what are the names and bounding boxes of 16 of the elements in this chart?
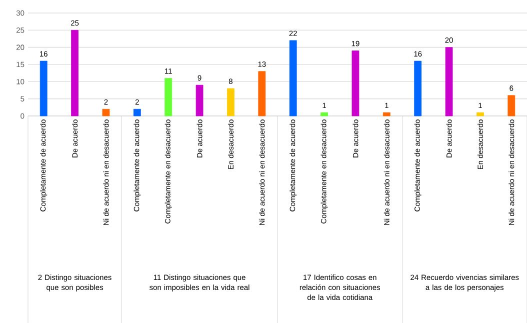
bar	[196, 84, 204, 116]
bar	[414, 60, 422, 116]
bar	[133, 108, 141, 116]
bar	[164, 78, 172, 116]
bar	[227, 88, 234, 116]
bar	[289, 40, 297, 116]
bar	[258, 71, 266, 116]
bar	[40, 60, 48, 116]
bar	[320, 112, 328, 116]
bar	[508, 95, 516, 116]
bar	[476, 112, 484, 116]
bar	[445, 47, 453, 116]
bar	[352, 50, 360, 116]
bar	[102, 108, 110, 116]
bar	[71, 30, 78, 116]
bar	[382, 112, 390, 116]
